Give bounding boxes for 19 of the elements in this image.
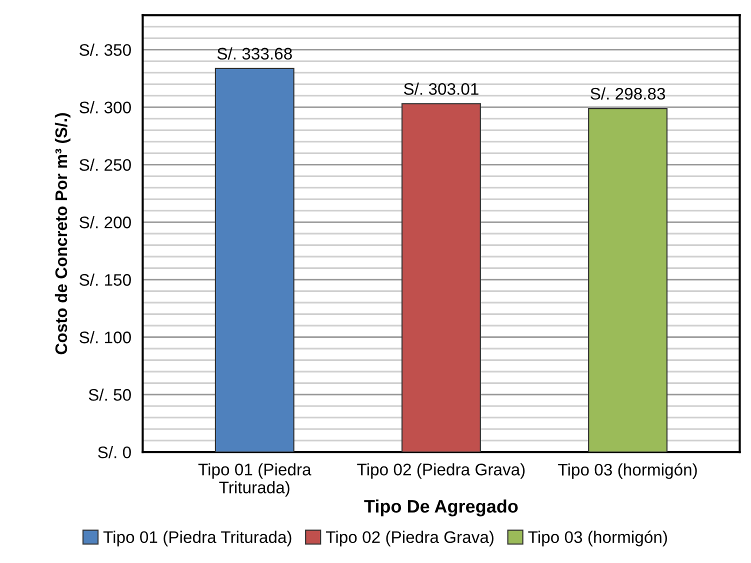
x-tick-label: Tipo 03 (hormigón) <box>558 463 697 479</box>
x-tick-label: Tipo 01 (Piedra Triturada) <box>198 463 312 497</box>
y-tick-label: S/. 0 <box>98 446 131 458</box>
legend-label: Tipo 01 (Piedra Triturada) <box>103 530 292 546</box>
y-axis-title: Costo de Concreto Por m³ (S/.) <box>54 113 70 354</box>
x-axis-title: Tipo De Agregado <box>364 499 518 516</box>
x-tick-label: Tipo 02 (Piedra Grava) <box>357 463 525 479</box>
y-tick-label: S/. 200 <box>80 216 131 228</box>
y-tick-label: S/. 250 <box>80 158 131 171</box>
data-label: S/. 333.68 <box>217 47 292 60</box>
y-tick-label: S/. 300 <box>80 101 131 114</box>
legend-label: Tipo 03 (hormigón) <box>528 530 667 546</box>
data-label: S/. 298.83 <box>590 87 666 100</box>
legend-label: Tipo 02 (Piedra Grava) <box>326 530 494 546</box>
data-label: S/. 303.01 <box>404 82 478 95</box>
y-tick-label: S/. 100 <box>80 331 131 344</box>
y-tick-label: S/. 350 <box>80 44 131 56</box>
y-tick-label: S/. 50 <box>88 388 131 401</box>
y-tick-label: S/. 150 <box>80 274 131 286</box>
